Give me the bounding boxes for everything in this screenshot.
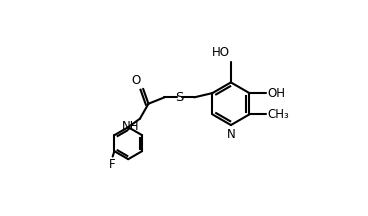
Text: N: N bbox=[227, 128, 235, 141]
Text: NH: NH bbox=[122, 120, 139, 133]
Text: CH₃: CH₃ bbox=[267, 108, 289, 121]
Text: S: S bbox=[175, 91, 184, 104]
Text: O: O bbox=[132, 74, 141, 87]
Text: OH: OH bbox=[267, 87, 285, 100]
Text: HO: HO bbox=[212, 46, 230, 59]
Text: F: F bbox=[109, 158, 116, 171]
